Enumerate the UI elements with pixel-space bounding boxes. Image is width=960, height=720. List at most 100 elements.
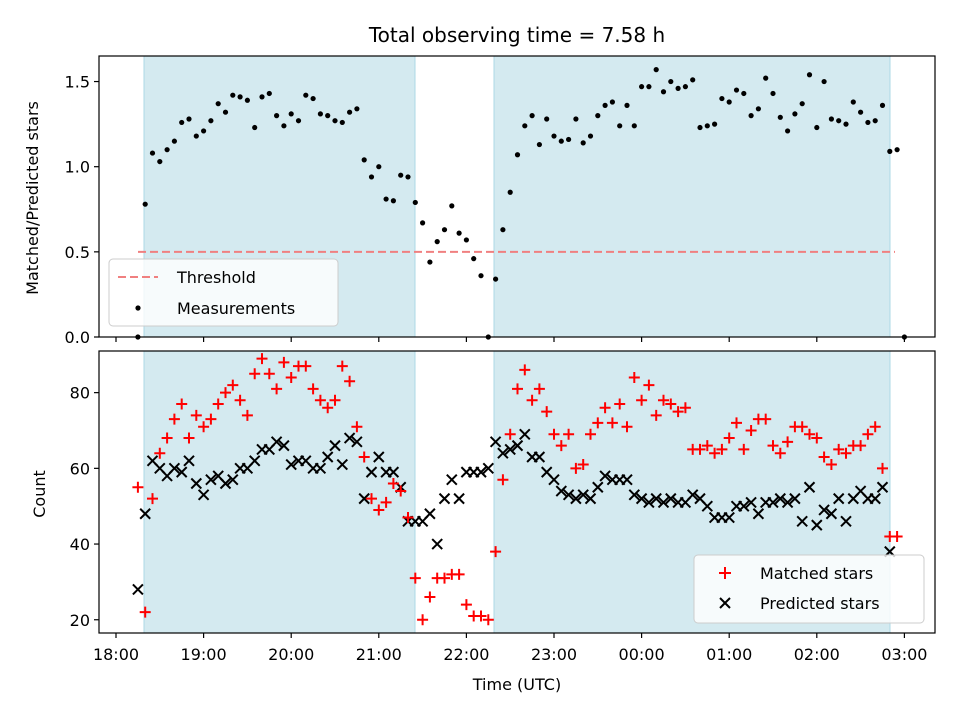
matched-star-point [154, 447, 166, 459]
matched-star-point [585, 428, 596, 440]
matched-star-point [548, 428, 560, 440]
matched-star-point [183, 432, 195, 444]
measurement-point [514, 152, 521, 158]
matched-star-point [220, 387, 231, 399]
matched-star-point [256, 353, 268, 365]
matched-star-point [760, 413, 772, 425]
measurement-point [222, 109, 229, 115]
measurement-point [295, 118, 302, 124]
legend-predicted-swatch [719, 597, 731, 609]
measurement-point [274, 113, 280, 119]
matched-star-point [643, 379, 655, 391]
x-tick-label: 20:00 [268, 645, 314, 664]
measurement-point [544, 116, 550, 122]
measurement-point [894, 147, 900, 153]
matched-star-point [519, 364, 531, 376]
measurement-point [536, 141, 543, 148]
measurement-point [230, 92, 236, 98]
predicted-star-point [183, 455, 195, 467]
matched-star-point [767, 440, 779, 452]
matched-star-point [665, 398, 677, 410]
predicted-star-point [803, 481, 816, 493]
bottom-axes-frame [98, 350, 936, 634]
matched-star-point [285, 371, 297, 383]
matched-star-point [409, 572, 421, 584]
measurement-point [529, 113, 535, 119]
predicted-star-point [314, 462, 327, 475]
predicted-star-point [431, 538, 443, 550]
measurement-point [777, 114, 783, 120]
measurement-point [325, 113, 331, 119]
matched-star-point [533, 383, 545, 395]
matched-star-point [212, 398, 224, 410]
x-tick-label: 19:00 [181, 645, 227, 664]
measurement-point [266, 90, 272, 97]
matched-star-point [278, 356, 290, 368]
bottom-observing-window-1 [143, 350, 416, 634]
predicted-star-point [519, 428, 531, 440]
measurement-point [493, 276, 499, 282]
predicted-star-point [168, 462, 181, 475]
measurement-point [763, 75, 769, 81]
measurement-point [463, 237, 469, 243]
measurement-point [850, 99, 856, 105]
measurement-point [660, 89, 667, 95]
predicted-star-point [869, 492, 881, 505]
measurement-point [244, 97, 250, 103]
x-tick-label: 22:00 [443, 645, 489, 664]
matched-star-point [745, 424, 757, 436]
predicted-star-point [832, 492, 845, 505]
predicted-star-point [533, 451, 546, 463]
bottom-y-axis-label: Count [30, 470, 49, 518]
measurement-point [646, 84, 652, 90]
measurement-point [193, 133, 199, 139]
matched-star-point [606, 417, 618, 429]
matched-star-point [402, 512, 414, 524]
matched-star-point [329, 394, 341, 406]
matched-star-point [855, 440, 867, 452]
measurement-point [390, 198, 396, 204]
predicted-star-point [665, 492, 677, 505]
x-tick-label: 02:00 [794, 645, 840, 664]
matched-star-point [241, 409, 253, 421]
matched-star-point [198, 421, 210, 433]
predicted-star-point [497, 447, 509, 459]
matched-star-point [234, 394, 246, 406]
measurement-point [843, 121, 849, 127]
matched-star-point [555, 440, 567, 452]
measurement-point [237, 94, 243, 100]
measurement-point [332, 118, 338, 124]
matched-star-point [774, 447, 786, 459]
matched-star-point [592, 417, 604, 429]
predicted-star-point [504, 443, 516, 456]
measurement-point [507, 189, 513, 195]
matched-star-point [147, 493, 158, 505]
matched-star-point [395, 485, 407, 497]
predicted-star-point [482, 462, 495, 475]
measurement-point [682, 84, 689, 90]
measurement-point [179, 119, 185, 126]
measurement-point [755, 106, 762, 112]
legend-matched-label: Matched stars [760, 564, 873, 583]
predicted-star-point [270, 436, 283, 448]
measurement-point [376, 164, 382, 170]
matched-star-point [570, 462, 582, 474]
legend-predicted-label: Predicted stars [760, 594, 880, 613]
matched-star-point [716, 443, 728, 455]
measurement-point [201, 128, 207, 134]
measurement-point [149, 150, 156, 156]
predicted-star-point [329, 439, 341, 452]
measurement-point [500, 227, 506, 233]
matched-star-point [322, 402, 334, 414]
predicted-star-point [321, 451, 334, 463]
matched-star-point [628, 371, 640, 383]
predicted-star-point [438, 492, 451, 505]
measurement-point [770, 90, 776, 97]
predicted-star-point [205, 473, 217, 486]
predicted-star-point [628, 489, 641, 501]
predicted-star-point [643, 496, 655, 509]
legend-threshold-label: Threshold [176, 268, 256, 287]
predicted-star-point [175, 466, 188, 478]
matched-star-point [497, 474, 509, 486]
matched-star-point [132, 481, 144, 493]
